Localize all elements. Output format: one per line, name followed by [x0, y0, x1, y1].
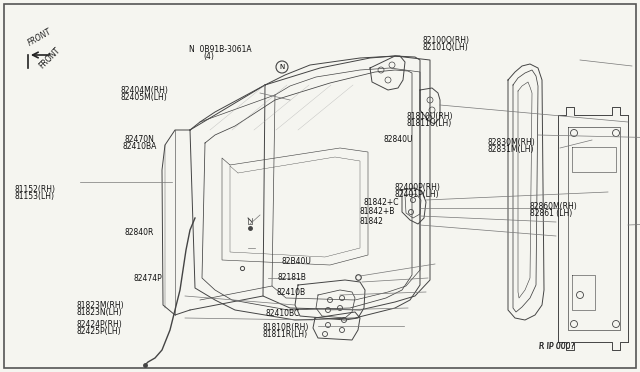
Text: 82861 (LH): 82861 (LH): [530, 209, 572, 218]
Text: 81811R(LH): 81811R(LH): [262, 330, 308, 339]
Text: 81810U(RH): 81810U(RH): [406, 112, 453, 121]
Text: 82860M(RH): 82860M(RH): [530, 202, 578, 211]
Text: 82B40U: 82B40U: [282, 257, 312, 266]
Text: FRONT: FRONT: [37, 45, 62, 70]
Text: 82404M(RH): 82404M(RH): [120, 86, 168, 94]
Text: FRONT: FRONT: [26, 27, 54, 48]
Text: 81842: 81842: [360, 217, 383, 226]
Text: 81842+C: 81842+C: [364, 198, 399, 207]
Text: 82100Q(RH): 82100Q(RH): [422, 36, 469, 45]
Text: N  0B91B-3061A: N 0B91B-3061A: [189, 45, 252, 54]
Text: 82410BC: 82410BC: [266, 309, 300, 318]
Text: 82424P(RH): 82424P(RH): [77, 320, 122, 329]
Text: 81823N(LH): 81823N(LH): [77, 308, 122, 317]
Text: 82831M(LH): 82831M(LH): [488, 145, 534, 154]
Text: (4): (4): [204, 52, 214, 61]
Text: 81153(LH): 81153(LH): [14, 192, 54, 201]
Text: R IP 000?: R IP 000?: [539, 342, 575, 351]
Text: 81810R(RH): 81810R(RH): [262, 323, 308, 332]
Text: 82181B: 82181B: [278, 273, 307, 282]
Text: 81842+B: 81842+B: [360, 207, 395, 216]
Text: 82101Q(LH): 82101Q(LH): [422, 43, 468, 52]
Text: 82410B: 82410B: [276, 288, 306, 296]
Text: 82405M(LH): 82405M(LH): [120, 93, 167, 102]
Text: 81152(RH): 81152(RH): [14, 185, 55, 194]
Text: 82400P(RH): 82400P(RH): [394, 183, 440, 192]
Text: 81811U(LH): 81811U(LH): [406, 119, 452, 128]
Text: 82474P: 82474P: [134, 274, 163, 283]
Text: R IP 000?: R IP 000?: [539, 342, 574, 351]
Text: 82425P(LH): 82425P(LH): [77, 327, 122, 336]
Text: 82840R: 82840R: [125, 228, 154, 237]
Text: 82410BA: 82410BA: [123, 142, 157, 151]
Text: 81823M(RH): 81823M(RH): [77, 301, 124, 310]
Text: 82470N: 82470N: [125, 135, 155, 144]
Text: 82840U: 82840U: [384, 135, 413, 144]
Text: 82401P(LH): 82401P(LH): [394, 190, 439, 199]
Text: 82830M(RH): 82830M(RH): [488, 138, 536, 147]
Text: N: N: [280, 64, 285, 70]
